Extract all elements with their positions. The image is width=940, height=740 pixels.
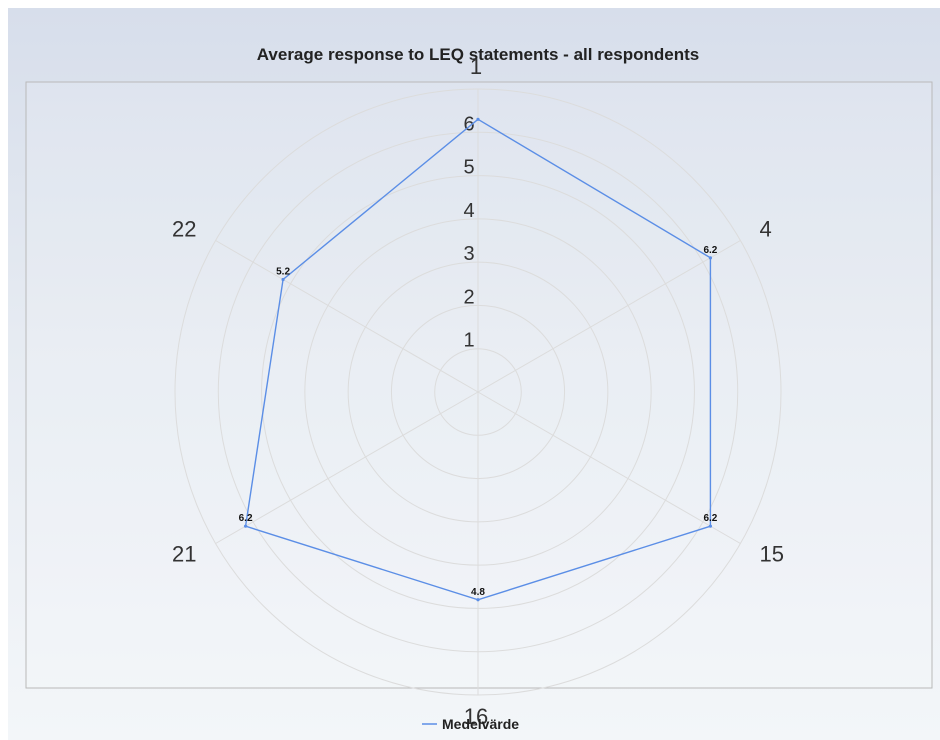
- data-label-21: 6.2: [239, 513, 253, 524]
- category-label-4: 4: [759, 217, 771, 242]
- category-label-22: 22: [172, 217, 196, 242]
- data-label-16: 4.8: [471, 587, 485, 598]
- axis-spoke-15: [477, 391, 741, 544]
- legend[interactable]: Medelvärde: [422, 716, 519, 732]
- data-label-22: 5.2: [276, 266, 290, 277]
- category-label-15: 15: [759, 542, 783, 567]
- data-label-15: 6.2: [703, 513, 717, 524]
- axis-spoke-21: [215, 391, 479, 544]
- data-label-4: 6.2: [703, 245, 717, 256]
- axis-spoke-22: [215, 240, 479, 393]
- data-point-22: [281, 277, 285, 282]
- category-label-21: 21: [172, 542, 196, 567]
- chart-title: Average response to LEQ statements - all…: [257, 45, 699, 64]
- radial-tick-2: 2: [463, 286, 474, 308]
- category-label-1: 1: [470, 54, 482, 79]
- chart-background: [8, 8, 940, 740]
- data-point-16: [476, 598, 480, 602]
- radial-tick-4: 4: [463, 200, 474, 222]
- data-point-21: [243, 524, 248, 528]
- radial-ticks: 1 2 3 4 5 6: [463, 113, 474, 351]
- radial-tick-3: 3: [463, 243, 474, 265]
- radar-axes: [215, 89, 741, 695]
- series-layer: 6.2 6.2 4.8 6.2 5.2: [239, 117, 718, 602]
- data-point-4: [708, 256, 713, 260]
- radial-tick-5: 5: [463, 157, 474, 179]
- radial-tick-6: 6: [463, 113, 474, 135]
- axis-spoke-4: [477, 240, 741, 393]
- data-point-15: [708, 524, 713, 528]
- data-point-1: [476, 117, 480, 121]
- radial-tick-1: 1: [463, 330, 474, 352]
- category-label-16: 16: [464, 704, 488, 729]
- legend-label-medelvarde: Medelvärde: [442, 716, 519, 732]
